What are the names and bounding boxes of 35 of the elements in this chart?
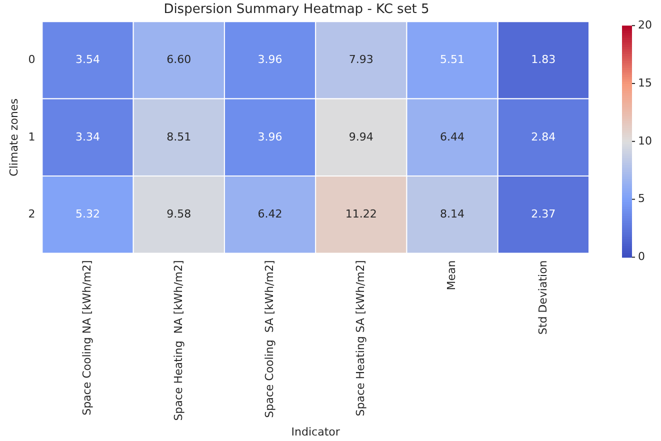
color-bar-label: 20 (638, 18, 652, 32)
x-tick-label: Space Cooling NA [kWh/m2] (80, 260, 94, 416)
color-bar-label: 10 (638, 134, 652, 148)
data-label: 3.96 (258, 130, 282, 144)
y-axis-title: Climate zones (7, 98, 20, 176)
data-label: 6.60 (166, 53, 192, 66)
data-label: 6.44 (440, 130, 465, 144)
data-label: 2.37 (531, 207, 556, 220)
data-label: 3.96 (258, 53, 282, 66)
color-bar-label: 5 (638, 192, 645, 206)
x-axis-title: Indicator (291, 425, 340, 438)
data-label: 11.22 (345, 207, 377, 220)
data-label: 3.54 (76, 53, 100, 66)
data-label: 9.58 (166, 207, 192, 220)
data-label: 9.94 (348, 130, 374, 144)
data-label: 5.32 (76, 207, 100, 220)
data-label: 7.93 (348, 53, 374, 66)
data-label: 1.83 (531, 53, 556, 66)
x-tick-label: Space Heating SA [kWh/m2] (354, 260, 368, 416)
x-tick-label: Std Deviation (536, 260, 550, 335)
color-bar-label: 0 (638, 250, 645, 264)
data-label: 3.34 (76, 130, 100, 144)
y-tick-label: 1 (28, 130, 36, 144)
x-tick-label: Space Heating NA [kWh/m2] (172, 260, 185, 421)
y-tick-label: 0 (28, 53, 36, 66)
data-label: 6.42 (258, 207, 282, 220)
data-label: 8.51 (166, 130, 192, 144)
x-tick-label: Space Cooling SA [kWh/m2] (262, 260, 276, 418)
x-tick-label: Mean (445, 260, 458, 290)
data-label: 5.51 (440, 53, 465, 66)
data-label: 2.84 (531, 130, 556, 144)
chart-title: Dispersion Summary Heatmap - KC set 5 (164, 2, 430, 18)
data-label: 8.14 (440, 207, 465, 220)
y-tick-label: 2 (28, 207, 36, 220)
color-bar-label: 15 (638, 76, 652, 90)
